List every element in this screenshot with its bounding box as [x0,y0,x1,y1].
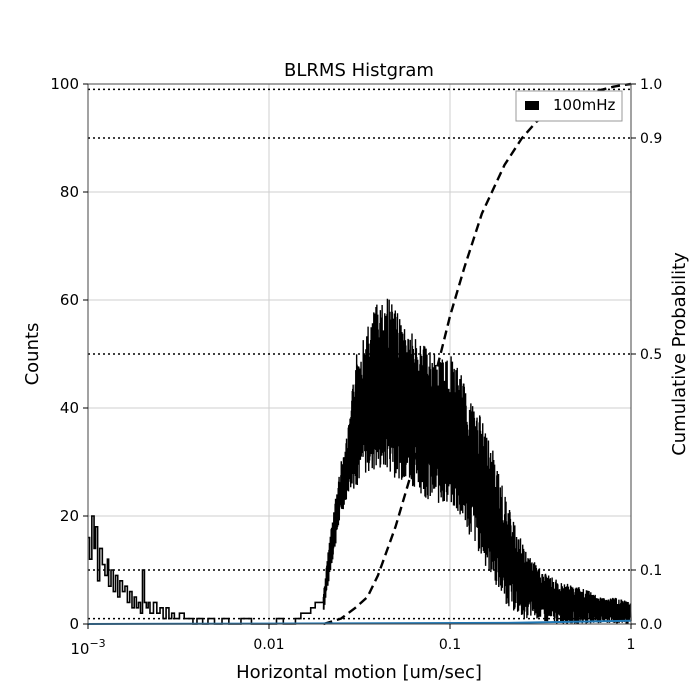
y-tick-label: 40 [60,399,79,417]
y-tick-label: 20 [60,507,79,525]
x-axis-ticks: 10−3 0.01 0.1 1 [70,624,635,658]
y-tick-label: 0 [69,615,79,633]
series-histogram [88,515,325,625]
x-tick-label: 0.1 [439,637,461,653]
y-axis-label: Counts [22,323,43,386]
legend-swatch [525,101,539,110]
y-tick-label: 80 [60,183,79,201]
y-right-tick-label: 1.0 [640,77,662,93]
y-tick-label: 60 [60,291,79,309]
y-right-tick-label: 0.0 [640,617,662,633]
x-axis-label: Horizontal motion [um/sec] [236,662,482,683]
x-tick-label: 0.01 [253,637,284,653]
series-histogram-band [322,298,632,624]
x-tick-label: 1 [627,637,636,653]
y-axis-ticks: 0 20 40 60 80 100 [50,75,88,633]
chart-title: BLRMS Histgram [284,60,434,81]
y-right-axis-ticks: 0.0 0.1 0.5 0.9 1.0 [631,77,662,633]
y-tick-label: 100 [50,75,79,93]
y-right-tick-label: 0.5 [640,347,662,363]
series-cumulative-probability [323,82,632,626]
legend-label: 100mHz [553,96,616,114]
y-right-axis-label: Cumulative Probability [669,252,690,456]
plot-area [87,82,632,626]
y-right-tick-label: 0.9 [640,131,662,147]
legend: 100mHz [515,90,623,122]
y-right-tick-label: 0.1 [640,563,662,579]
x-tick-label: 10−3 [70,637,105,658]
